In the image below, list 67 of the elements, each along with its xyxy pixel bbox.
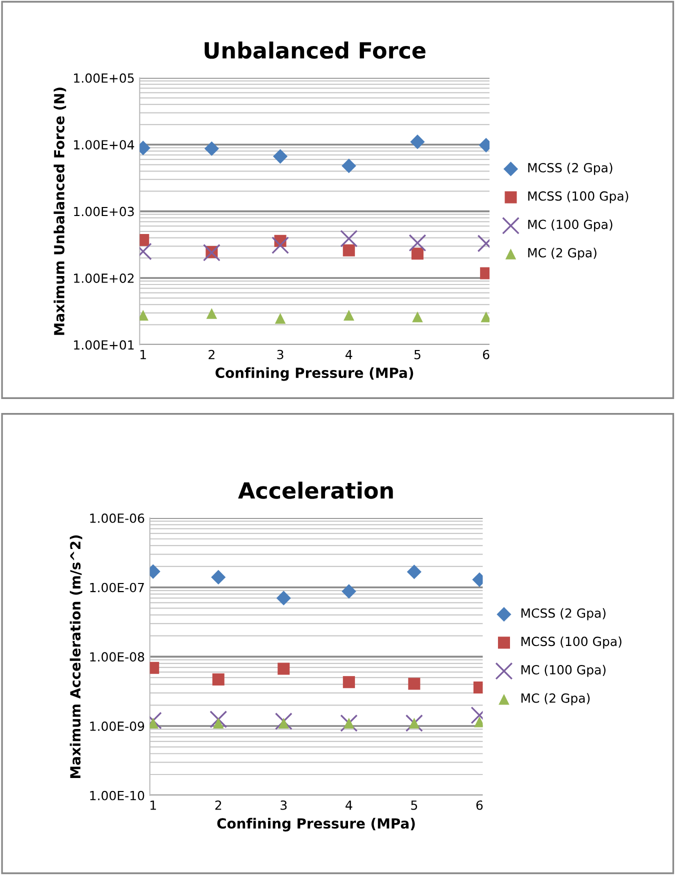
point — [202, 244, 220, 262]
x-tick-label: 1 — [150, 800, 156, 810]
legend-label: MC (2 Gpa) — [528, 248, 596, 260]
x-tick-label: 2 — [215, 800, 222, 810]
point — [411, 248, 424, 260]
x-tick-label: 6 — [482, 350, 490, 360]
x-tick-label: 5 — [411, 800, 418, 810]
point — [272, 236, 290, 254]
point — [210, 710, 228, 728]
y-tick-label: 1.00E-08 — [90, 652, 144, 662]
point — [342, 244, 355, 256]
point — [342, 676, 355, 688]
point — [342, 158, 356, 174]
point — [344, 718, 354, 729]
point — [405, 714, 423, 732]
point — [212, 718, 224, 729]
y-tick-label: 1.00E+02 — [74, 274, 134, 283]
y-tick-label: 1.00E+04 — [74, 140, 134, 150]
y-tick-label: 1.00E-09 — [90, 722, 144, 731]
point — [340, 714, 358, 732]
legend-label: MC (100 Gpa) — [528, 219, 612, 232]
x-tick-label: 4 — [346, 350, 352, 360]
x-tick-label: 5 — [414, 350, 420, 360]
legend-label: MCSS (2 Gpa) — [521, 608, 606, 620]
point — [276, 590, 291, 606]
point — [278, 662, 290, 675]
point — [212, 673, 224, 686]
point — [408, 678, 420, 690]
point — [408, 234, 426, 252]
point — [274, 712, 292, 730]
x-tick-label: 2 — [208, 350, 214, 360]
legend-label: MCSS (100 Gpa) — [521, 636, 622, 649]
x-tick-label: 3 — [277, 350, 284, 360]
y-tick-label: 1.00E+01 — [74, 340, 134, 350]
y-axis-title: Maximum Unbalanced Force (N) — [54, 88, 66, 335]
point — [408, 718, 420, 729]
y-tick-label: 1.00E+05 — [74, 73, 134, 83]
point — [274, 313, 286, 324]
point — [340, 230, 358, 248]
point — [206, 308, 218, 319]
x-tick-label: 4 — [346, 800, 352, 810]
x-axis-title: Confining Pressure (MPa) — [216, 367, 414, 381]
x-axis-title: Confining Pressure (MPa) — [217, 818, 415, 832]
legend-label: MC (100 Gpa) — [521, 664, 606, 677]
x-tick-label: 1 — [140, 350, 146, 360]
chart-title: Unbalanced Force — [204, 42, 426, 59]
point — [406, 564, 422, 580]
y-tick-label: 1.00E-10 — [90, 790, 144, 800]
point — [211, 570, 226, 584]
legend-label: MCSS (100 Gpa) — [528, 191, 628, 204]
x-tick-label: 3 — [280, 800, 287, 810]
legend-label: MCSS (2 Gpa) — [528, 162, 612, 175]
legend-label: MC (2 Gpa) — [521, 693, 590, 706]
point — [204, 141, 219, 156]
point — [344, 310, 354, 321]
point — [480, 311, 490, 322]
point — [278, 718, 290, 729]
y-tick-label: 1.00E+03 — [74, 206, 134, 216]
point — [342, 584, 356, 599]
y-tick-label: 1.00E-07 — [90, 582, 144, 592]
x-tick-label: 6 — [476, 800, 483, 810]
point — [273, 149, 288, 164]
y-axis-title: Maximum Acceleration (m/s^2) — [70, 535, 82, 778]
point — [410, 134, 425, 150]
chart-title: Acceleration — [238, 482, 393, 499]
y-tick-label: 1.00E-06 — [90, 513, 144, 523]
point — [412, 311, 423, 322]
